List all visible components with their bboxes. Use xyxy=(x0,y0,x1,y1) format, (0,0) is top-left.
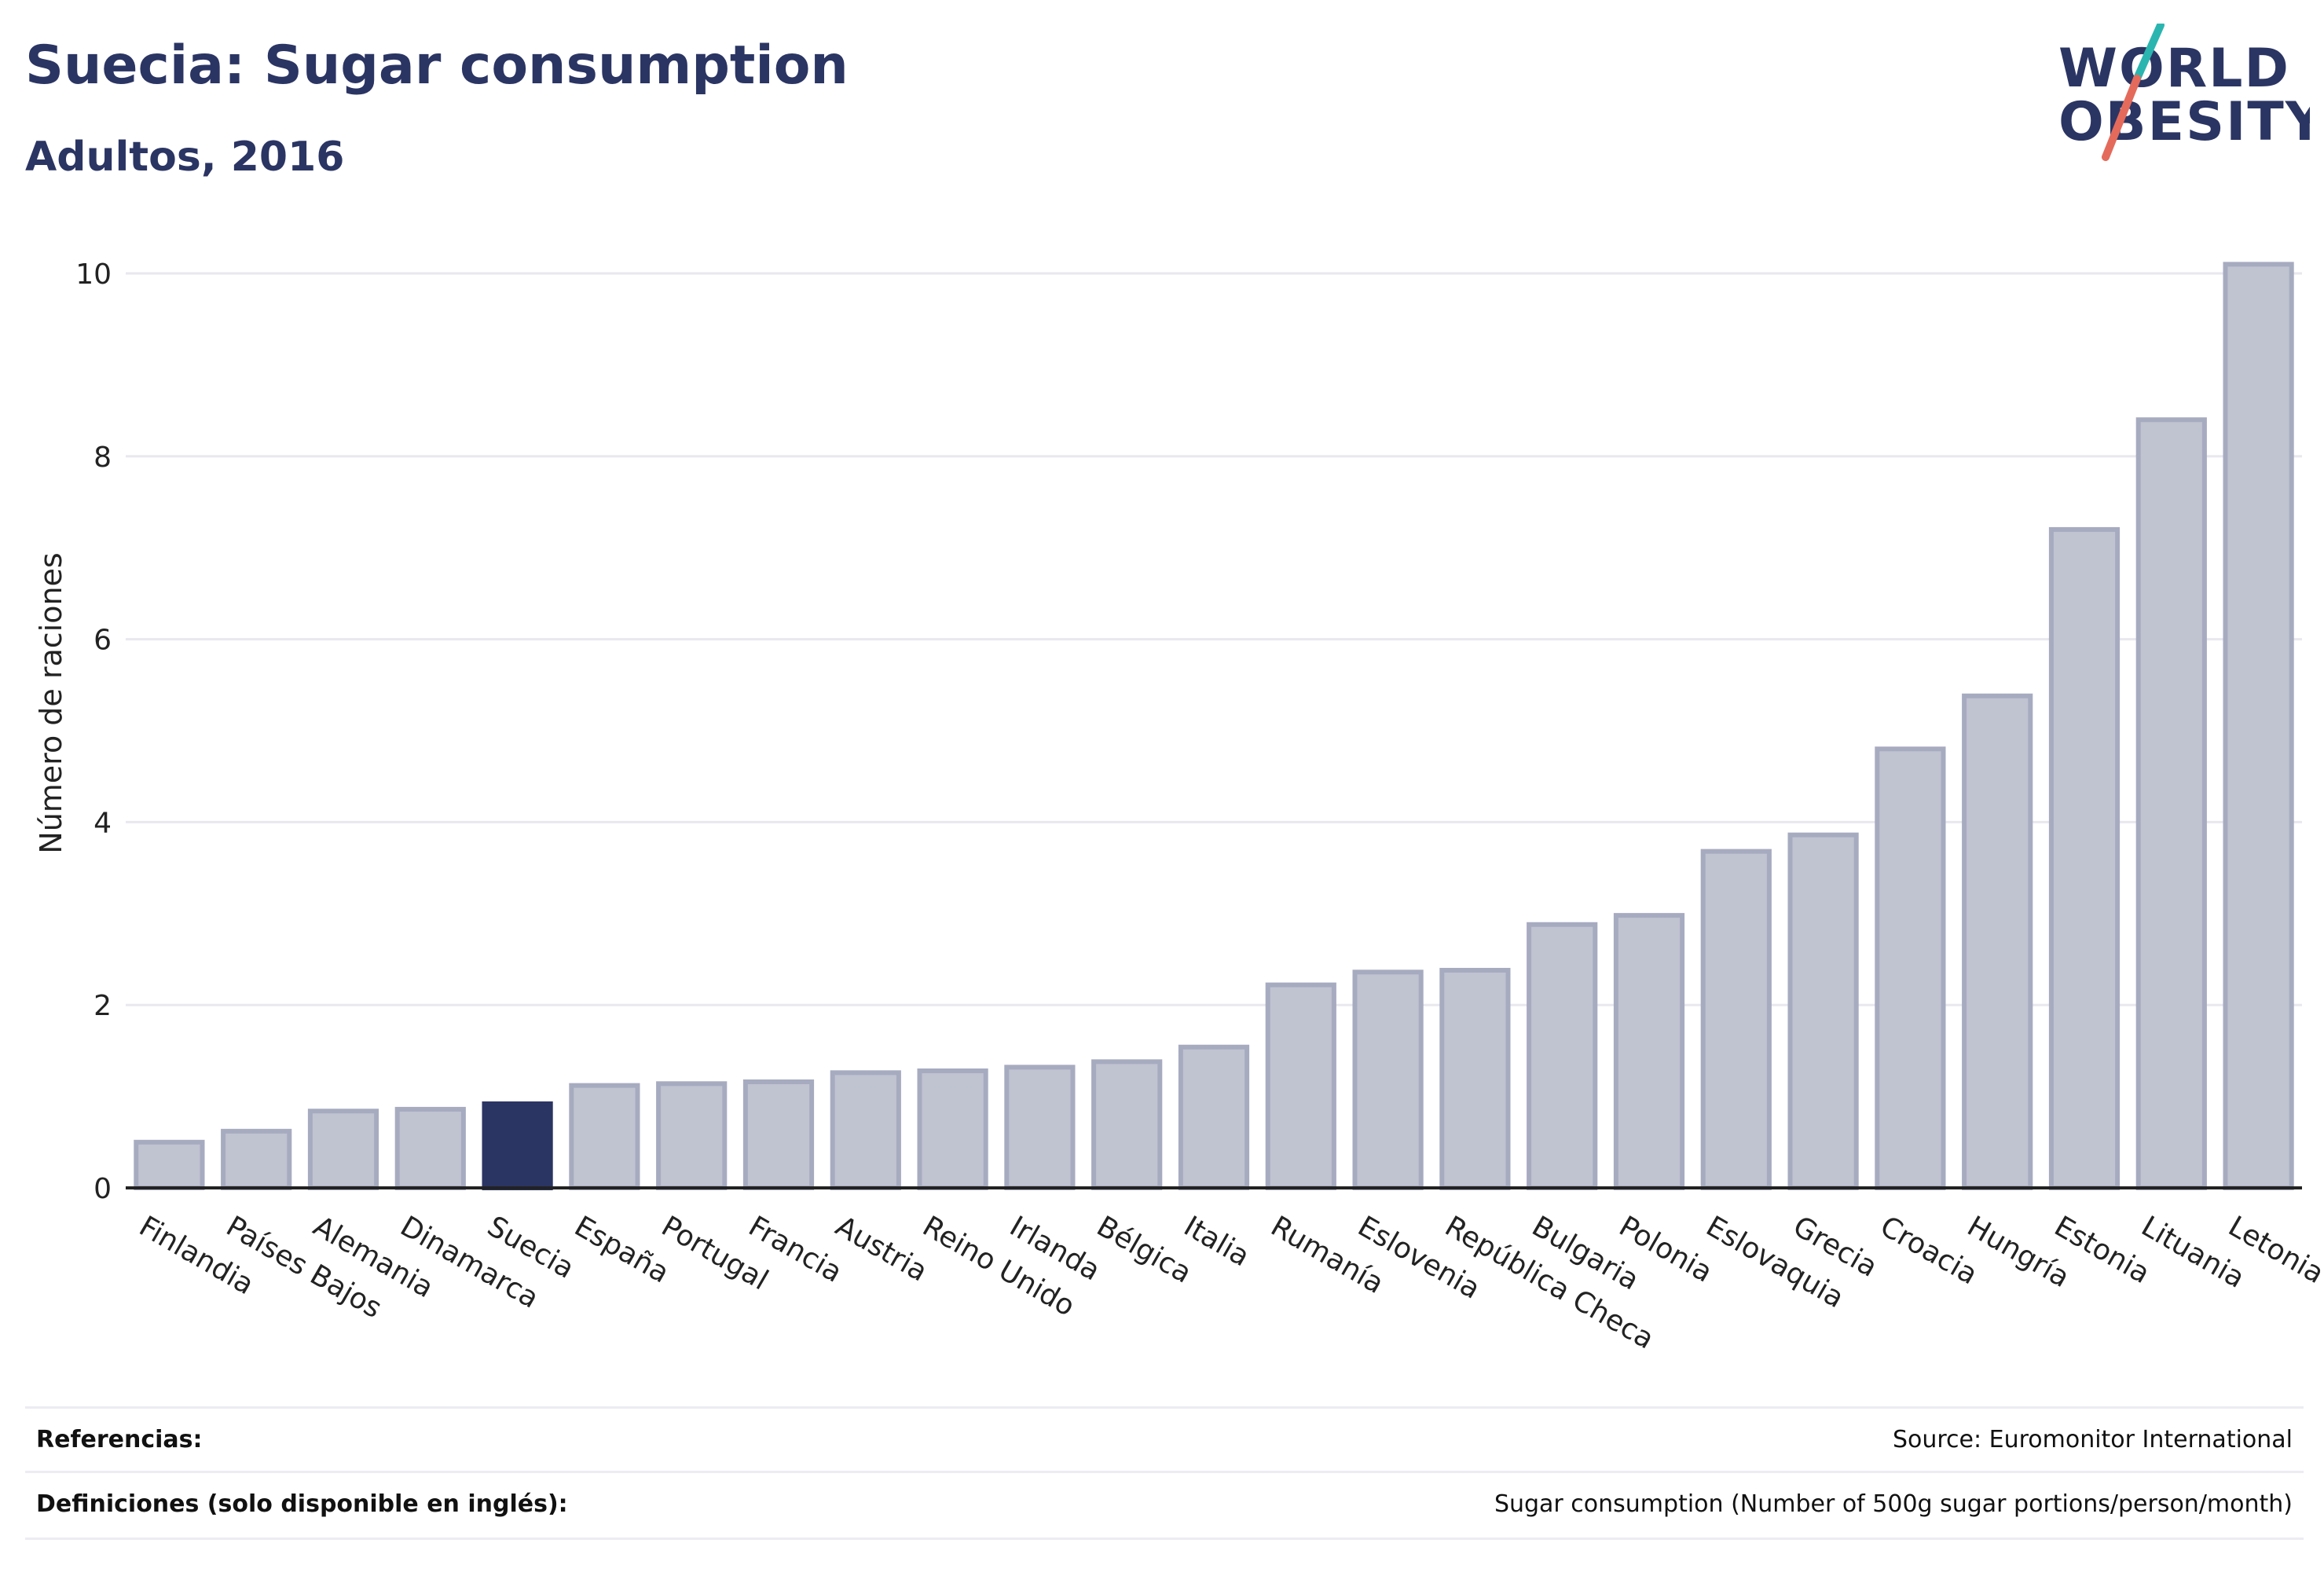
bar-eslovaquia[interactable] xyxy=(1700,848,1772,1190)
x-tick-label: Bélgica xyxy=(1091,1210,1197,1289)
bar-francia[interactable] xyxy=(742,1079,815,1190)
bar-eslovenia[interactable] xyxy=(1352,969,1424,1191)
y-tick-label: 2 xyxy=(93,990,112,1022)
y-tick-label: 6 xyxy=(93,625,112,657)
bar-lituania[interactable] xyxy=(2135,417,2207,1190)
bar-irlanda[interactable] xyxy=(1004,1065,1076,1191)
x-tick-label: Austria xyxy=(830,1210,933,1288)
logo-slash-coral xyxy=(2102,75,2141,161)
world-obesity-logo: WORLD OBESITY xyxy=(2058,24,2310,161)
bar-republica-checa[interactable] xyxy=(1439,967,1511,1191)
x-tick-label: Croacia xyxy=(1875,1210,1982,1291)
definitions-label: Definiciones (solo disponible en inglés)… xyxy=(36,1490,568,1518)
bar-bulgaria[interactable] xyxy=(1527,922,1598,1190)
references-value: Source: Euromonitor International xyxy=(1892,1426,2293,1453)
bar-paises-bajos[interactable] xyxy=(221,1128,292,1191)
bar-letonia[interactable] xyxy=(2223,262,2294,1190)
bar-espana[interactable] xyxy=(569,1083,640,1190)
y-tick-label: 8 xyxy=(93,442,112,474)
bar-grecia[interactable] xyxy=(1787,832,1859,1191)
bar-croacia[interactable] xyxy=(1875,746,1946,1190)
logo-line-1: WORLD xyxy=(2058,38,2290,100)
references-row: Referencias: Source: Euromonitor Interna… xyxy=(25,1406,2304,1473)
bar-belgica[interactable] xyxy=(1091,1059,1163,1191)
bar-suecia[interactable] xyxy=(482,1101,553,1190)
definitions-row: Definiciones (solo disponible en inglés)… xyxy=(25,1471,2304,1540)
bar-portugal[interactable] xyxy=(656,1081,728,1190)
bar-estonia[interactable] xyxy=(2048,526,2121,1190)
bar-hungria[interactable] xyxy=(1962,693,2033,1190)
definitions-value: Sugar consumption (Number of 500g sugar … xyxy=(1494,1490,2293,1518)
references-label: Referencias: xyxy=(36,1426,203,1453)
y-tick-label: 4 xyxy=(93,807,112,839)
y-tick-label: 0 xyxy=(93,1173,112,1205)
bar-polonia[interactable] xyxy=(1613,913,1685,1191)
y-tick-label: 10 xyxy=(75,258,112,291)
bar-dinamarca[interactable] xyxy=(394,1106,466,1190)
chart-subtitle: Adultos, 2016 xyxy=(25,134,345,181)
bar-italia[interactable] xyxy=(1178,1044,1250,1191)
bar-austria[interactable] xyxy=(830,1070,901,1191)
logo-line-2: OBESITY xyxy=(2058,91,2310,153)
x-tick-label: España xyxy=(569,1210,674,1289)
y-axis-ticks: 0 2 4 6 8 10 xyxy=(75,258,112,1205)
bar-finlandia[interactable] xyxy=(134,1139,205,1191)
chart-title: Suecia: Sugar consumption xyxy=(25,35,849,97)
logo-slash-teal xyxy=(2133,24,2165,82)
bar-reino-unido[interactable] xyxy=(917,1068,988,1191)
bar-alemania[interactable] xyxy=(307,1109,379,1190)
bar-rumania[interactable] xyxy=(1265,982,1336,1191)
y-axis-label: Número de raciones xyxy=(34,552,68,853)
bars xyxy=(134,262,2294,1191)
